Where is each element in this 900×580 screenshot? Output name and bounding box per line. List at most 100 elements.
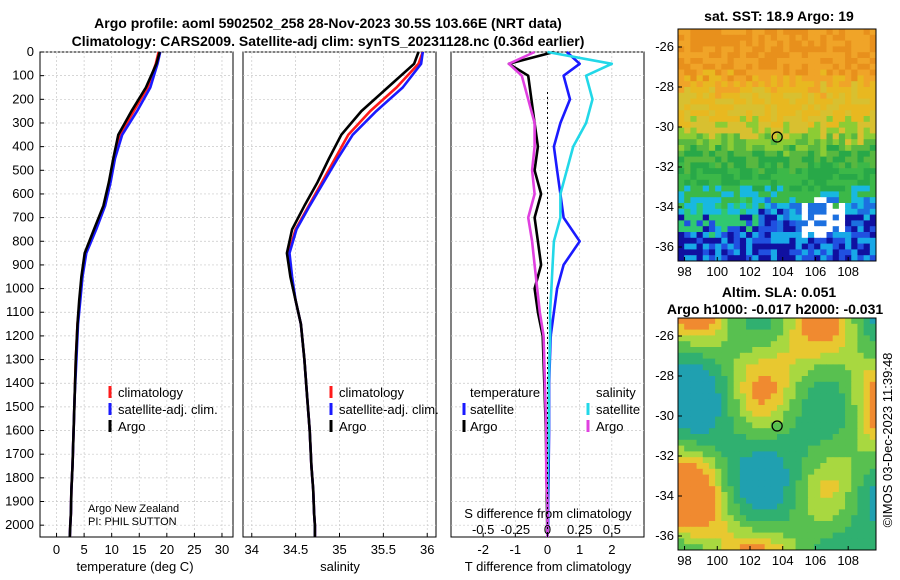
map-cell	[832, 329, 840, 336]
map-cell	[764, 69, 772, 76]
map-cell	[684, 110, 691, 117]
map-cell	[715, 468, 722, 476]
map-cell	[807, 34, 815, 42]
map-cell	[863, 179, 871, 187]
map-cell	[708, 243, 716, 250]
map-cell	[702, 40, 710, 47]
map-cell	[721, 139, 728, 146]
map-cell	[783, 249, 790, 256]
map-cell	[795, 63, 803, 71]
map-cell	[783, 237, 790, 245]
s-tick-label: -0.5	[472, 522, 494, 537]
map-cell	[684, 445, 691, 452]
map-lon-label: 102	[739, 264, 761, 279]
map-cell	[795, 87, 803, 94]
map-cell	[684, 191, 691, 198]
map-cell	[715, 526, 722, 534]
map-cell	[863, 191, 871, 198]
map-cell	[807, 341, 815, 348]
map-cell	[845, 145, 852, 152]
map-cell	[721, 434, 728, 441]
map-cell	[770, 468, 778, 476]
map-cell	[678, 46, 685, 53]
map-cell	[764, 127, 772, 134]
map-cell	[739, 116, 747, 123]
map-cell	[795, 40, 803, 47]
map-cell	[845, 168, 852, 175]
map-cell	[807, 381, 815, 389]
map-cell	[764, 387, 772, 394]
map-cell	[684, 347, 691, 354]
map-cell	[820, 191, 827, 198]
map-cell	[869, 352, 877, 360]
map-cell	[739, 104, 747, 111]
map-cell	[727, 162, 735, 169]
map-cell	[752, 40, 759, 47]
map-cell	[801, 197, 809, 204]
map-cell	[863, 127, 871, 134]
map-cell	[851, 243, 858, 250]
map-cell	[807, 515, 815, 522]
map-cell	[838, 232, 846, 239]
map-cell	[764, 145, 772, 152]
map-cell	[845, 474, 852, 481]
map-cell	[826, 255, 834, 262]
map-cell	[832, 416, 840, 423]
map-cell	[789, 121, 797, 129]
map-cell	[746, 162, 753, 169]
map-cell	[708, 538, 716, 545]
map-cell	[789, 179, 797, 187]
map-cell	[770, 515, 778, 522]
map-cell	[708, 81, 716, 88]
map-cell	[758, 197, 766, 204]
map-cell	[733, 532, 741, 539]
map-cell	[715, 81, 722, 88]
map-cell	[721, 410, 728, 418]
map-cell	[783, 191, 790, 198]
map-cell	[851, 249, 858, 256]
map-cell	[678, 399, 685, 406]
map-cell	[801, 145, 809, 152]
map-cell	[826, 52, 834, 59]
map-cell	[777, 243, 784, 250]
map-cell	[857, 422, 865, 429]
map-cell	[684, 29, 691, 36]
map-cell	[838, 410, 846, 418]
map-cell	[851, 214, 858, 221]
map-cell	[770, 399, 778, 406]
map-cell	[845, 29, 852, 36]
map-cell	[678, 69, 685, 76]
map-cell	[807, 428, 815, 435]
map-cell	[783, 463, 790, 470]
map-cell	[721, 58, 728, 65]
map-cell	[696, 249, 704, 256]
map-cell	[770, 410, 778, 418]
map-cell	[820, 457, 827, 464]
map-cell	[869, 439, 877, 447]
map-cell	[733, 203, 741, 210]
map-cell	[764, 29, 772, 36]
map-cell	[764, 544, 772, 551]
map-cell	[807, 214, 815, 221]
map-cell	[739, 323, 747, 331]
map-cell	[746, 168, 753, 175]
map-cell	[739, 81, 747, 88]
map-cell	[752, 243, 759, 250]
map-cell	[739, 318, 747, 325]
map-cell	[801, 381, 809, 389]
map-cell	[708, 232, 716, 239]
map-cell	[678, 133, 685, 140]
map-cell	[758, 150, 766, 158]
map-cell	[789, 347, 797, 354]
map-cell	[727, 46, 735, 53]
map-cell	[708, 503, 716, 510]
map-cell	[770, 226, 778, 233]
map-cell	[851, 492, 858, 499]
map-cell	[801, 179, 809, 187]
map-cell	[851, 416, 858, 423]
map-cell	[826, 40, 834, 47]
map-cell	[777, 538, 784, 545]
map-cell	[758, 58, 766, 65]
map-cell	[801, 544, 809, 551]
map-cell	[826, 544, 834, 551]
